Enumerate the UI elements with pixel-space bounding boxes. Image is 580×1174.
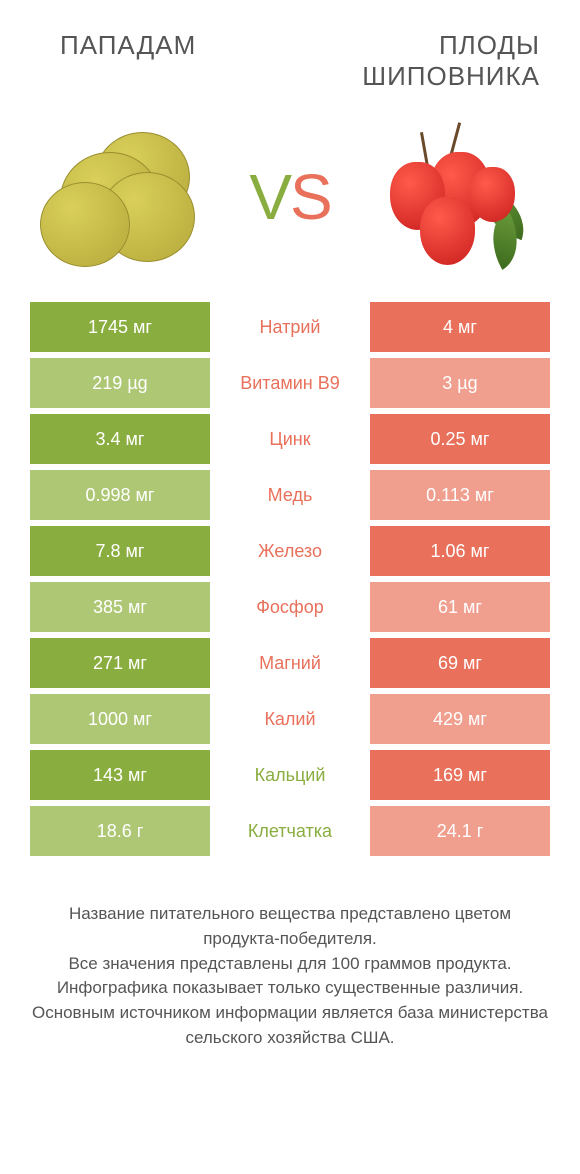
footer-line: Название питательного вещества представл… — [30, 902, 550, 951]
value-left: 1000 мг — [30, 694, 210, 744]
table-row: 385 мгФосфор61 мг — [30, 582, 550, 632]
value-right: 429 мг — [370, 694, 550, 744]
nutrient-label: Цинк — [210, 414, 370, 464]
rosehip-icon — [375, 122, 545, 272]
title-left: ПАПАДАМ — [30, 30, 300, 61]
title-right: ПЛОДЫ ШИПОВНИКА — [300, 30, 550, 92]
footer-line: Инфографика показывает только существенн… — [30, 976, 550, 1001]
papadam-icon — [40, 127, 200, 267]
value-left: 7.8 мг — [30, 526, 210, 576]
value-right: 4 мг — [370, 302, 550, 352]
value-left: 385 мг — [30, 582, 210, 632]
nutrient-label: Калий — [210, 694, 370, 744]
nutrient-label: Кальций — [210, 750, 370, 800]
vs-label: VS — [249, 160, 330, 234]
vs-s: S — [290, 161, 331, 233]
value-left: 143 мг — [30, 750, 210, 800]
table-row: 271 мгМагний69 мг — [30, 638, 550, 688]
comparison-table: 1745 мгНатрий4 мг 219 µgВитамин B93 µg 3.4… — [0, 302, 580, 856]
value-right: 0.113 мг — [370, 470, 550, 520]
images-row: VS — [0, 102, 580, 302]
value-right: 0.25 мг — [370, 414, 550, 464]
value-left: 0.998 мг — [30, 470, 210, 520]
value-left: 3.4 мг — [30, 414, 210, 464]
value-left: 271 мг — [30, 638, 210, 688]
table-row: 0.998 мгМедь0.113 мг — [30, 470, 550, 520]
value-right: 69 мг — [370, 638, 550, 688]
nutrient-label: Магний — [210, 638, 370, 688]
table-row: 219 µgВитамин B93 µg — [30, 358, 550, 408]
table-row: 18.6 гКлетчатка24.1 г — [30, 806, 550, 856]
value-right: 1.06 мг — [370, 526, 550, 576]
header: ПАПАДАМ ПЛОДЫ ШИПОВНИКА — [0, 0, 580, 102]
value-right: 169 мг — [370, 750, 550, 800]
food-image-left — [30, 117, 210, 277]
value-right: 3 µg — [370, 358, 550, 408]
table-row: 3.4 мгЦинк0.25 мг — [30, 414, 550, 464]
footer-notes: Название питательного вещества представл… — [0, 862, 580, 1050]
nutrient-label: Натрий — [210, 302, 370, 352]
value-left: 1745 мг — [30, 302, 210, 352]
nutrient-label: Витамин B9 — [210, 358, 370, 408]
nutrient-label: Фосфор — [210, 582, 370, 632]
nutrient-label: Железо — [210, 526, 370, 576]
table-row: 7.8 мгЖелезо1.06 мг — [30, 526, 550, 576]
nutrient-label: Медь — [210, 470, 370, 520]
nutrient-label: Клетчатка — [210, 806, 370, 856]
table-row: 1000 мгКалий429 мг — [30, 694, 550, 744]
table-row: 1745 мгНатрий4 мг — [30, 302, 550, 352]
vs-v: V — [249, 161, 290, 233]
value-right: 61 мг — [370, 582, 550, 632]
value-left: 18.6 г — [30, 806, 210, 856]
table-row: 143 мгКальций169 мг — [30, 750, 550, 800]
footer-line: Основным источником информации является … — [30, 1001, 550, 1050]
value-right: 24.1 г — [370, 806, 550, 856]
food-image-right — [370, 117, 550, 277]
footer-line: Все значения представлены для 100 граммо… — [30, 952, 550, 977]
value-left: 219 µg — [30, 358, 210, 408]
